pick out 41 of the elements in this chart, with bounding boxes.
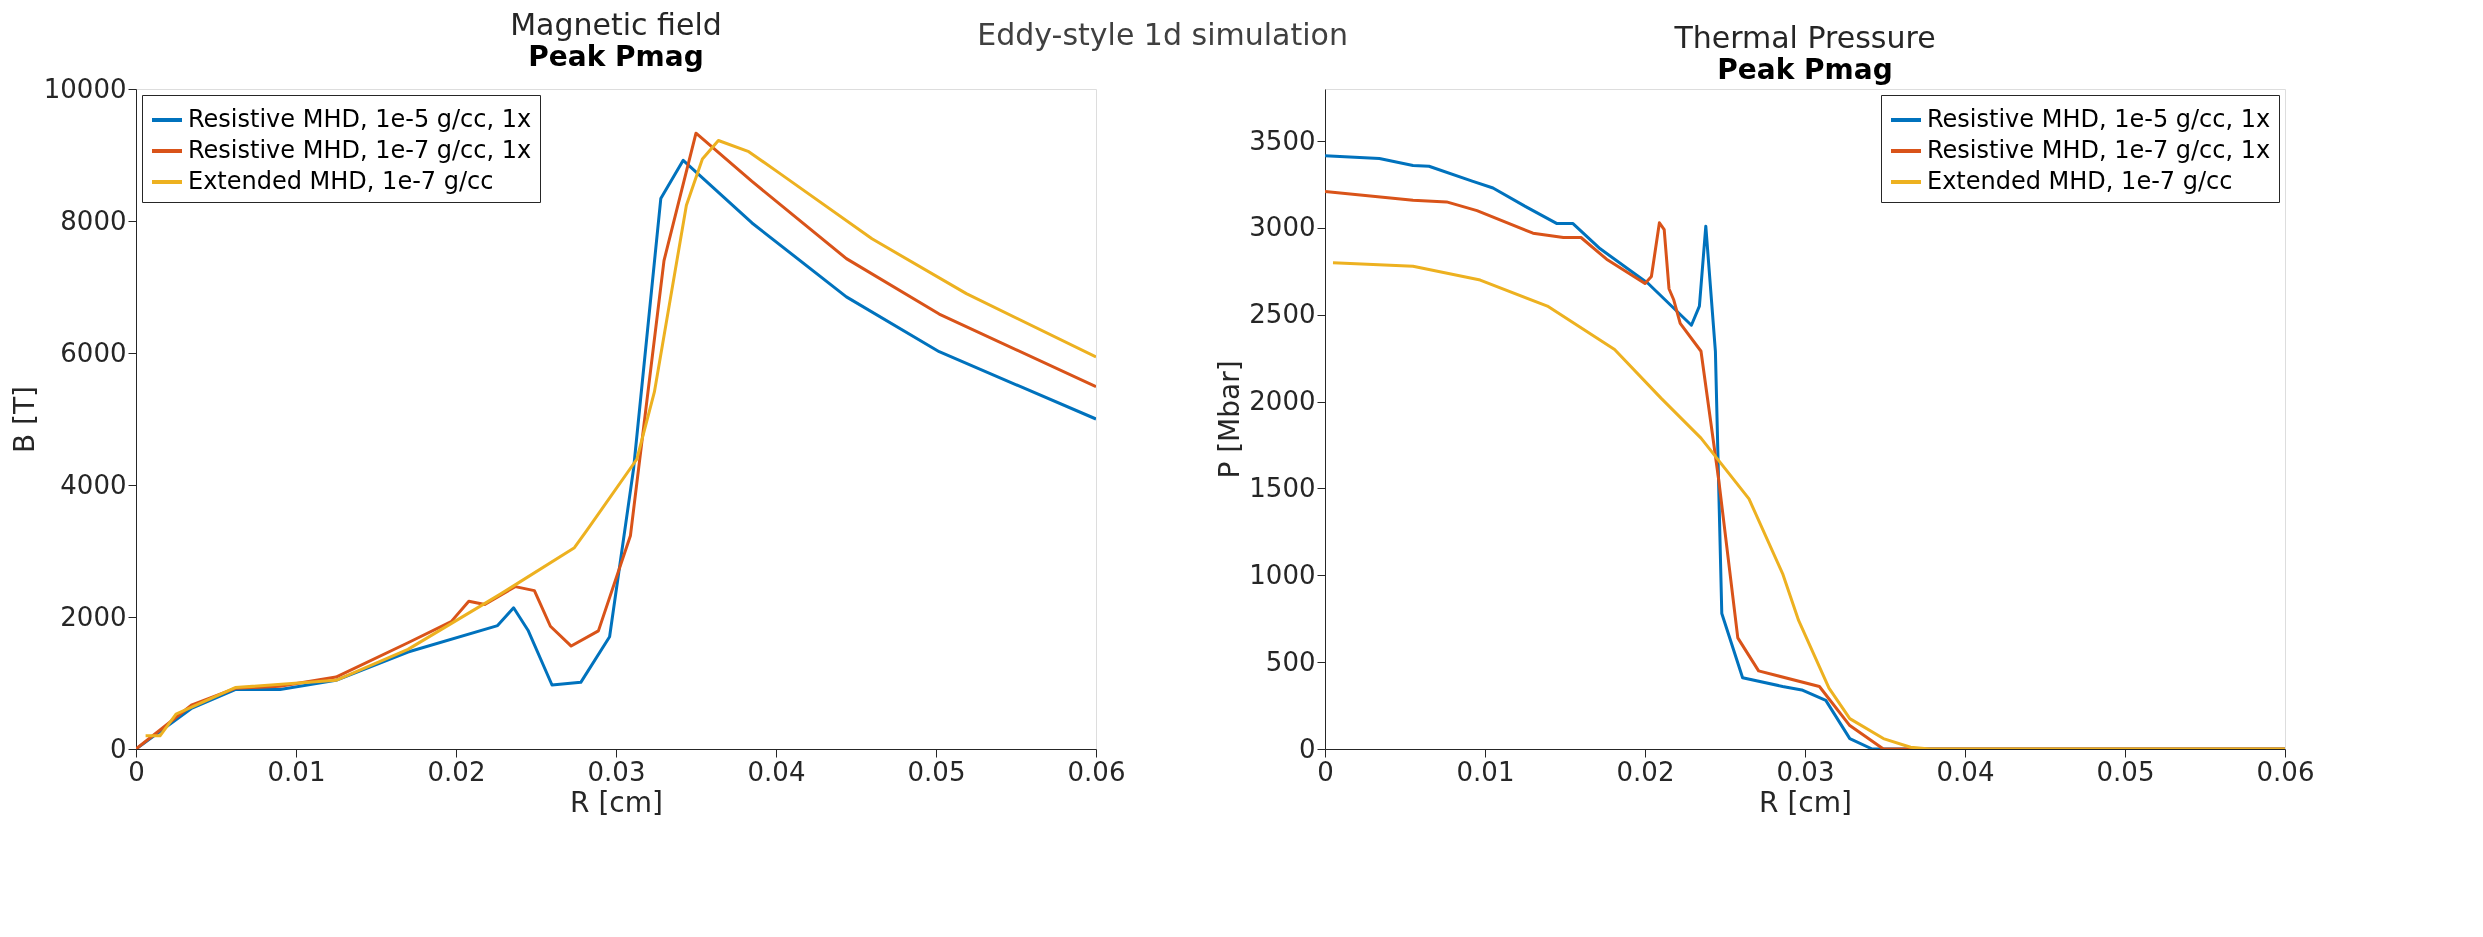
- legend-label: Resistive MHD, 1e-7 g/cc, 1x: [188, 136, 532, 164]
- x-axis-title: R [cm]: [570, 785, 663, 819]
- y-tick-label: 3500: [1249, 125, 1316, 156]
- y-tick-label: 2500: [1249, 299, 1316, 330]
- chart-subtitle: Peak Pmag: [1717, 53, 1893, 86]
- x-tick-label: 0.06: [1067, 756, 1126, 787]
- x-axis-title: R [cm]: [1759, 785, 1852, 819]
- y-axis-title: P [Mbar]: [1213, 360, 1247, 479]
- y-tick-label: 500: [1265, 646, 1316, 677]
- y-tick-label: 0: [109, 733, 127, 764]
- x-tick-label: 0.04: [1936, 756, 1995, 787]
- y-tick-label: 10000: [43, 73, 127, 104]
- y-tick-label: 6000: [60, 337, 127, 368]
- x-tick-label: 0.05: [907, 756, 966, 787]
- chart-subtitle: Peak Pmag: [528, 40, 704, 73]
- x-tick-label: 0.02: [427, 756, 486, 787]
- legend-label: Extended MHD, 1e-7 g/cc: [188, 167, 494, 195]
- chart-title: Thermal Pressure: [1673, 20, 1936, 55]
- x-tick-label: 0.05: [2096, 756, 2155, 787]
- legend-label: Resistive MHD, 1e-7 g/cc, 1x: [1927, 136, 2271, 164]
- text: Eddy-style 1d simulation: [977, 16, 1348, 52]
- y-tick-label: 1000: [1249, 559, 1316, 590]
- x-tick-label: 0.06: [2256, 756, 2315, 787]
- legend-label: Resistive MHD, 1e-5 g/cc, 1x: [1927, 105, 2271, 133]
- y-tick-label: 3000: [1249, 212, 1316, 243]
- y-tick-label: 0: [1298, 733, 1316, 764]
- y-tick-label: 8000: [60, 205, 127, 236]
- legend-label: Resistive MHD, 1e-5 g/cc, 1x: [188, 105, 532, 133]
- x-tick-label: 0.03: [587, 756, 646, 787]
- x-tick-label: 0.03: [1776, 756, 1835, 787]
- x-tick-label: 0.04: [747, 756, 806, 787]
- y-tick-label: 2000: [60, 601, 127, 632]
- y-tick-label: 1500: [1249, 472, 1316, 503]
- x-tick-label: 0.01: [1456, 756, 1515, 787]
- y-tick-label: 2000: [1249, 386, 1316, 417]
- legend-label: Extended MHD, 1e-7 g/cc: [1927, 167, 2233, 195]
- x-tick-label: 0.02: [1616, 756, 1675, 787]
- y-axis-title: B [T]: [7, 385, 41, 454]
- y-tick-label: 4000: [60, 469, 127, 500]
- chart-title: Magnetic field: [510, 7, 722, 42]
- x-tick-label: 0.01: [267, 756, 326, 787]
